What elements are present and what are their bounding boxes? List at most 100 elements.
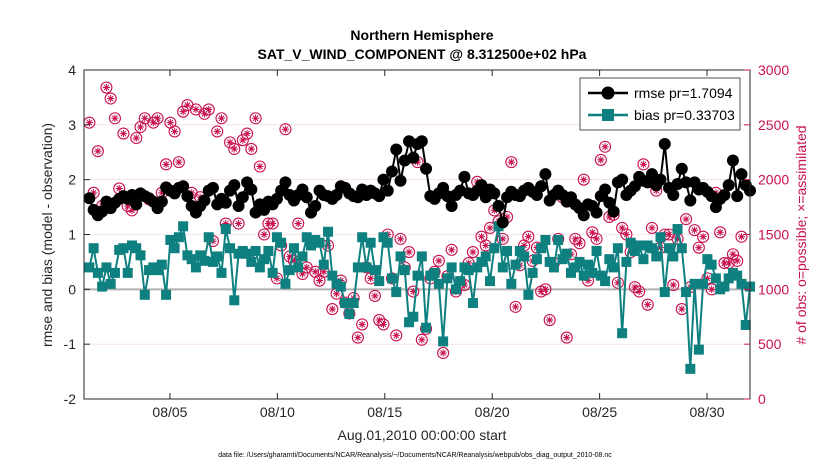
bias-point xyxy=(604,254,615,265)
obs-assimilated-point xyxy=(563,333,571,342)
rmse-point xyxy=(488,187,501,200)
bias-point xyxy=(646,243,657,254)
rmse-point xyxy=(177,180,190,193)
bias-point xyxy=(314,237,325,248)
obs-assimilated-point xyxy=(511,303,520,311)
obs-possible-point xyxy=(232,217,245,230)
obs-assimilated-point xyxy=(725,259,733,267)
obs-assimilated-point xyxy=(264,219,272,228)
obs-possible-point xyxy=(714,226,727,239)
y-axis-right-label: # of obs: o=possible; ×=assimilated xyxy=(793,125,809,344)
data-file-footer: data file: /Users/gharamti/Documents/NCA… xyxy=(218,452,612,459)
bias-point xyxy=(506,278,517,289)
bias-point xyxy=(408,311,419,322)
bias-point xyxy=(489,243,500,254)
obs-assimilated-point xyxy=(601,143,609,151)
bias-point xyxy=(740,319,751,330)
bias-point xyxy=(612,243,623,254)
obs-possible-point xyxy=(100,81,113,94)
obs-assimilated-point xyxy=(644,301,652,309)
bias-point xyxy=(485,276,496,287)
rmse-point xyxy=(616,173,629,186)
bias-point xyxy=(374,276,385,287)
bias-point xyxy=(267,267,278,278)
rmse-point xyxy=(590,206,603,219)
obs-assimilated-point xyxy=(665,230,673,239)
bias-point xyxy=(472,262,483,273)
y-right-tick-label: 1500 xyxy=(758,227,789,243)
obs-assimilated-point xyxy=(392,331,400,339)
rmse-point xyxy=(420,162,433,175)
bias-point xyxy=(540,234,551,245)
rmse-point xyxy=(667,189,680,202)
obs-assimilated-point xyxy=(541,285,550,293)
bias-point xyxy=(412,270,423,281)
bias-point xyxy=(421,322,432,333)
bias-point xyxy=(203,232,214,243)
rmse-point xyxy=(381,184,394,197)
bias-point xyxy=(736,278,747,289)
rmse-point xyxy=(245,183,258,196)
obs-assimilated-point xyxy=(448,246,456,254)
obs-possible-point xyxy=(356,318,369,331)
obs-possible-point xyxy=(258,228,271,241)
rmse-point xyxy=(385,165,398,178)
x-tick-label: 08/15 xyxy=(367,404,402,420)
obs-assimilated-point xyxy=(332,290,341,298)
obs-assimilated-point xyxy=(286,252,294,261)
obs-assimilated-point xyxy=(124,202,132,210)
obs-assimilated-point xyxy=(153,114,162,122)
bias-point xyxy=(340,298,351,309)
bias-point xyxy=(301,232,312,243)
rmse-point xyxy=(279,176,292,189)
bias-point xyxy=(557,254,568,265)
obs-assimilated-point xyxy=(639,160,648,168)
obs-assimilated-point xyxy=(605,213,613,221)
bias-point xyxy=(276,237,287,248)
rmse-point xyxy=(415,135,428,148)
bias-point xyxy=(229,295,240,306)
rmse-point xyxy=(390,143,403,156)
obs-possible-point xyxy=(223,136,237,149)
obs-assimilated-point xyxy=(486,224,494,232)
legend-rmse-label: rmse pr=1.7094 xyxy=(634,85,733,101)
bias-point xyxy=(591,245,602,256)
bias-point xyxy=(109,267,120,278)
bias-point xyxy=(548,262,559,273)
rmse-point xyxy=(535,180,548,193)
bias-point xyxy=(263,245,274,256)
obs-assimilated-point xyxy=(469,248,477,256)
obs-assimilated-point xyxy=(192,105,200,114)
obs-assimilated-point xyxy=(371,292,379,300)
bias-point xyxy=(161,289,172,300)
obs-possible-point xyxy=(599,140,612,153)
bias-point xyxy=(92,267,103,278)
y-left-tick-label: 2 xyxy=(68,172,76,188)
legend-bias-marker xyxy=(602,109,614,121)
obs-assimilated-point xyxy=(320,268,328,276)
x-axis-label: Aug.01,2010 00:00:00 start xyxy=(338,427,507,443)
legend-rmse-marker xyxy=(601,86,615,100)
obs-assimilated-point xyxy=(328,305,336,313)
obs-assimilated-point xyxy=(298,270,307,278)
bias-point xyxy=(391,287,402,298)
bias-point xyxy=(710,273,721,284)
obs-assimilated-point xyxy=(273,274,281,282)
bias-point xyxy=(629,245,640,256)
y-left-tick-label: 1 xyxy=(68,227,76,243)
obs-assimilated-point xyxy=(648,224,656,232)
y-right-tick-label: 3000 xyxy=(758,62,789,78)
rmse-point xyxy=(83,192,96,205)
obs-assimilated-point xyxy=(85,119,93,127)
obs-possible-point xyxy=(496,232,509,245)
y-left-tick-label: 0 xyxy=(68,281,76,297)
bias-point xyxy=(169,243,180,254)
obs-assimilated-point xyxy=(418,336,426,344)
bias-point xyxy=(288,243,299,254)
y-axis-left-label: rmse and bias (model - observation) xyxy=(39,123,55,347)
rmse-point xyxy=(458,170,471,183)
obs-possible-point xyxy=(560,331,573,344)
bias-point xyxy=(88,243,99,254)
bias-point xyxy=(497,262,508,273)
obs-possible-point xyxy=(688,224,701,237)
